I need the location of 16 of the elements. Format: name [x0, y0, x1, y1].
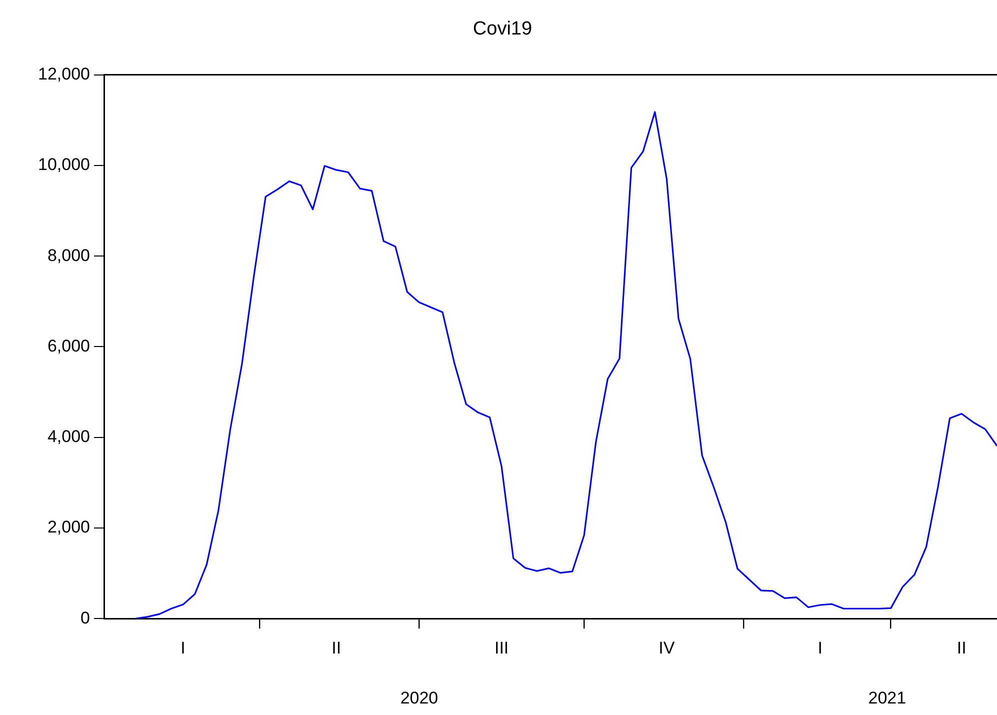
- y-tick-label: 6,000: [47, 336, 90, 356]
- text: 2020: [400, 688, 438, 708]
- chart-title: Covi19: [472, 18, 532, 40]
- y-tick-label: 10,000: [38, 155, 90, 174]
- y-tick-label: 8,000: [47, 246, 90, 265]
- y-tick-label: 12,000: [38, 64, 90, 84]
- x-tick-label: III: [494, 638, 509, 658]
- x-tick-label: IV: [658, 638, 676, 658]
- y-tick-label: 2,000: [47, 518, 90, 537]
- x-tick-label: I: [180, 638, 186, 658]
- y-tick-label: 0: [80, 608, 90, 628]
- y-tick-label: 4,000: [47, 427, 90, 446]
- x-tick-label: II: [956, 638, 966, 658]
- text: 2021: [868, 688, 906, 708]
- x-tick-label: I: [818, 638, 822, 658]
- x-tick-label: II: [332, 638, 342, 658]
